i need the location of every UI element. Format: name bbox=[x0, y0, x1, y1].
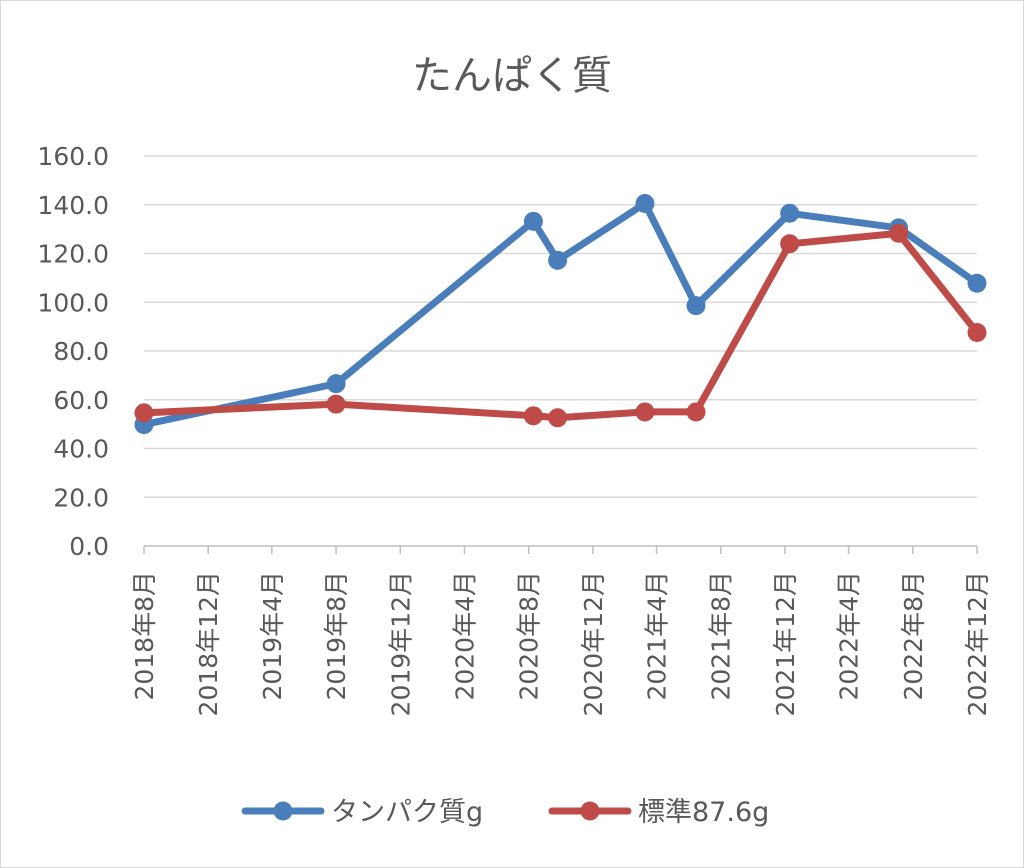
y-tick-label: 20.0 bbox=[53, 483, 109, 512]
data-point-series-1 bbox=[967, 273, 987, 293]
y-tick-label: 120.0 bbox=[37, 240, 109, 269]
data-point-series-2 bbox=[967, 322, 987, 342]
data-point-series-1 bbox=[780, 203, 800, 223]
y-tick-label: 60.0 bbox=[53, 386, 109, 415]
data-point-series-2 bbox=[326, 394, 346, 414]
series-markers bbox=[134, 194, 987, 435]
x-tick-label: 2020年8月 bbox=[515, 571, 544, 701]
y-tick-label: 140.0 bbox=[37, 191, 109, 220]
x-tick-label: 2022年4月 bbox=[835, 571, 864, 701]
legend-label-1: タンパク質g bbox=[331, 797, 483, 828]
legend-marker-1 bbox=[273, 801, 293, 821]
y-tick-label: 40.0 bbox=[53, 435, 109, 464]
x-axis-ticks: 2018年8月 2018年12月 2019年4月 2019年8月 2019年12月 202… bbox=[130, 546, 992, 716]
data-point-series-1 bbox=[523, 211, 543, 231]
data-point-series-1 bbox=[326, 374, 346, 394]
x-tick-label: 2019年4月 bbox=[258, 571, 287, 701]
x-tick-label: 2020年4月 bbox=[450, 571, 479, 701]
data-point-series-2 bbox=[889, 223, 909, 243]
x-tick-label: 2022年12月 bbox=[963, 571, 992, 716]
data-point-series-2 bbox=[548, 408, 568, 428]
data-point-series-2 bbox=[686, 402, 706, 422]
x-tick-label: 2022年8月 bbox=[899, 571, 928, 701]
y-tick-label: 0.0 bbox=[69, 532, 109, 561]
x-tick-label: 2021年4月 bbox=[643, 571, 672, 701]
legend-label-2: 標準87.6g bbox=[638, 797, 769, 828]
x-tick-label: 2021年12月 bbox=[771, 571, 800, 716]
y-tick-label: 100.0 bbox=[37, 288, 109, 317]
data-point-series-1 bbox=[686, 296, 706, 316]
legend: タンパク質g 標準87.6g bbox=[241, 797, 769, 828]
x-tick-label: 2019年8月 bbox=[322, 571, 351, 701]
data-point-series-2 bbox=[780, 234, 800, 254]
data-point-series-1 bbox=[635, 194, 655, 214]
y-tick-label: 160.0 bbox=[37, 142, 109, 171]
data-point-series-2 bbox=[635, 402, 655, 422]
series-lines bbox=[140, 200, 981, 429]
data-point-series-2 bbox=[134, 403, 154, 423]
x-tick-label: 2020年12月 bbox=[579, 571, 608, 716]
grid-lines bbox=[144, 155, 977, 498]
y-axis-ticks: 0.0 20.0 40.0 60.0 80.0 100.0 120.0 140.0 160.0 bbox=[37, 142, 109, 561]
x-tick-label: 2018年12月 bbox=[194, 571, 223, 716]
x-tick-label: 2018年8月 bbox=[130, 571, 159, 701]
x-tick-label: 2021年8月 bbox=[707, 571, 736, 701]
data-point-series-2 bbox=[523, 406, 543, 426]
chart-title: たんぱく質 bbox=[412, 53, 612, 99]
data-point-series-1 bbox=[548, 250, 568, 270]
x-tick-label: 2019年12月 bbox=[386, 571, 415, 716]
legend-marker-2 bbox=[580, 801, 600, 821]
y-tick-label: 80.0 bbox=[53, 337, 109, 366]
